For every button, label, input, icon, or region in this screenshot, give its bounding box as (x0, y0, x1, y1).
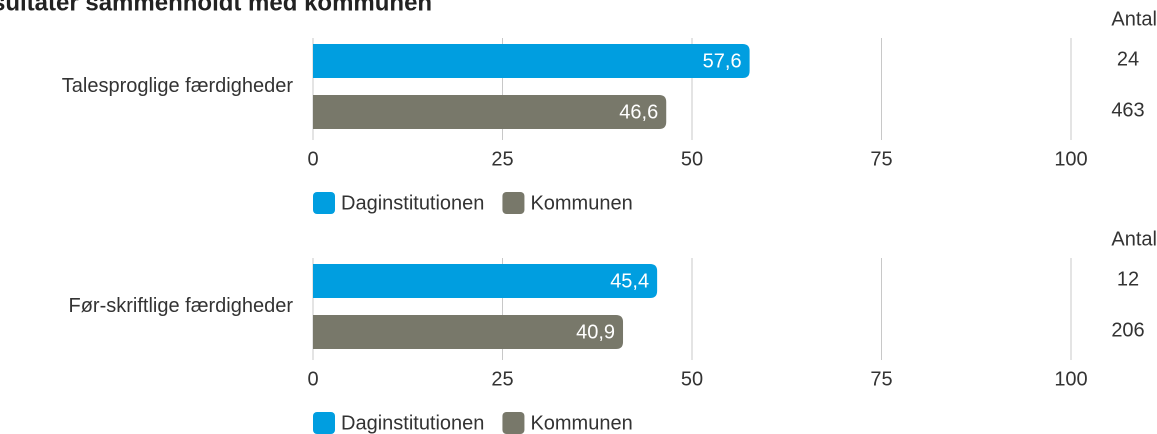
legend-label: Kommunen (530, 192, 632, 214)
x-tick-label: 100 (1054, 148, 1087, 170)
count-value: 463 (1111, 99, 1144, 121)
value-label: 46,6 (619, 101, 658, 123)
legend-swatch (502, 412, 525, 434)
category-label: Før-skriftlige færdigheder (68, 295, 293, 317)
value-label: 40,9 (576, 321, 615, 343)
legend-label: Daginstitutionen (341, 412, 484, 434)
count-header: Antal (1111, 8, 1157, 30)
value-label: 45,4 (610, 270, 649, 292)
count-value: 24 (1117, 48, 1139, 70)
category-label: Talesproglige færdigheder (62, 75, 294, 97)
bar (313, 95, 667, 129)
x-tick-label: 25 (491, 368, 513, 390)
count-value: 206 (1111, 319, 1144, 341)
x-tick-label: 75 (870, 368, 892, 390)
legend-swatch (502, 192, 525, 214)
legend-label: Daginstitutionen (341, 192, 484, 214)
x-tick-label: 75 (870, 148, 892, 170)
value-label: 57,6 (703, 50, 742, 72)
x-tick-label: 0 (307, 148, 318, 170)
x-tick-label: 100 (1054, 368, 1087, 390)
x-tick-label: 50 (681, 368, 703, 390)
bar (313, 44, 750, 78)
bar (313, 315, 624, 349)
bar (313, 264, 658, 298)
count-value: 12 (1117, 268, 1139, 290)
x-tick-label: 25 (491, 148, 513, 170)
count-header: Antal (1111, 228, 1157, 250)
chart-title: sultater sammenholdt med kommunen (0, 0, 432, 16)
legend-label: Kommunen (530, 412, 632, 434)
legend-swatch (313, 412, 335, 434)
x-tick-label: 50 (681, 148, 703, 170)
legend-swatch (313, 192, 335, 214)
x-tick-label: 0 (307, 368, 318, 390)
